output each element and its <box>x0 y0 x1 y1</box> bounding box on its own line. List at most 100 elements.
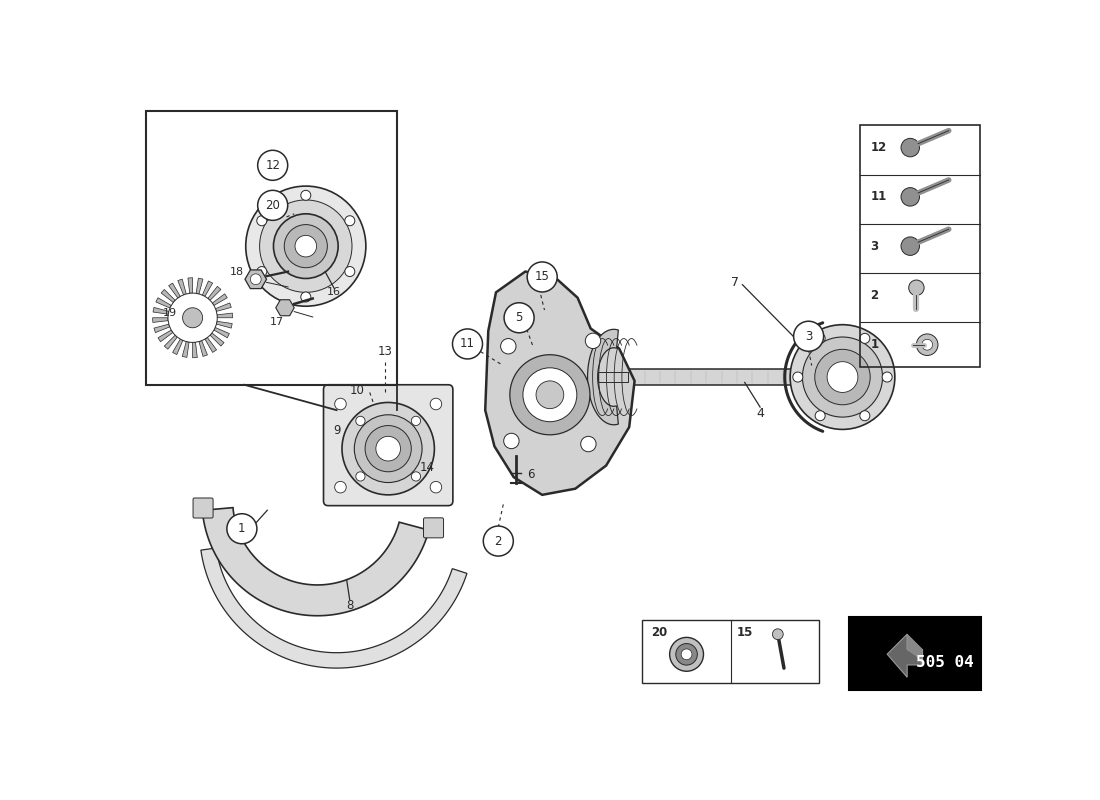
Bar <box>849 618 981 690</box>
Circle shape <box>256 216 267 226</box>
Circle shape <box>183 308 202 328</box>
Text: 1: 1 <box>870 338 878 351</box>
Polygon shape <box>183 342 189 358</box>
Circle shape <box>901 237 920 255</box>
Circle shape <box>790 325 894 430</box>
Circle shape <box>334 398 346 410</box>
Circle shape <box>882 372 892 382</box>
Circle shape <box>504 434 519 449</box>
Circle shape <box>334 482 346 493</box>
Polygon shape <box>212 294 228 306</box>
Polygon shape <box>210 333 224 346</box>
Polygon shape <box>208 286 221 300</box>
FancyBboxPatch shape <box>424 518 443 538</box>
Circle shape <box>452 329 483 359</box>
Circle shape <box>675 643 697 665</box>
Circle shape <box>527 262 558 292</box>
Circle shape <box>365 426 411 472</box>
Text: 16: 16 <box>328 287 341 298</box>
Polygon shape <box>216 303 231 311</box>
Circle shape <box>522 368 576 422</box>
Circle shape <box>300 190 311 200</box>
Circle shape <box>168 293 218 342</box>
Polygon shape <box>245 270 266 289</box>
Text: 14: 14 <box>419 461 435 474</box>
Polygon shape <box>908 634 923 665</box>
Text: 12: 12 <box>265 159 280 172</box>
Text: 11: 11 <box>460 338 475 350</box>
Text: 1: 1 <box>238 522 245 535</box>
Bar <box>860 126 979 367</box>
Text: 11: 11 <box>870 190 887 203</box>
Circle shape <box>901 188 920 206</box>
Circle shape <box>257 150 288 180</box>
Polygon shape <box>217 322 232 328</box>
Circle shape <box>860 334 870 343</box>
Circle shape <box>344 216 355 226</box>
Text: 12: 12 <box>870 141 887 154</box>
Circle shape <box>901 138 920 157</box>
Circle shape <box>681 649 692 660</box>
Circle shape <box>815 350 870 405</box>
Circle shape <box>274 214 338 278</box>
Circle shape <box>256 266 267 277</box>
Polygon shape <box>202 281 212 297</box>
Text: 3: 3 <box>870 240 878 253</box>
Text: 15: 15 <box>737 626 754 638</box>
Circle shape <box>585 333 601 349</box>
Polygon shape <box>199 341 208 357</box>
Text: 10: 10 <box>350 384 365 397</box>
Polygon shape <box>156 298 172 308</box>
Circle shape <box>670 638 704 671</box>
Circle shape <box>342 402 435 495</box>
Circle shape <box>411 416 420 426</box>
Circle shape <box>793 322 824 351</box>
Circle shape <box>376 436 400 461</box>
Circle shape <box>483 526 514 556</box>
Circle shape <box>284 225 328 268</box>
Text: 505 04: 505 04 <box>916 655 975 670</box>
Text: 5: 5 <box>516 311 522 324</box>
Polygon shape <box>164 335 177 350</box>
Circle shape <box>922 339 933 350</box>
Polygon shape <box>485 271 635 495</box>
Circle shape <box>245 186 366 306</box>
Circle shape <box>504 302 535 333</box>
Circle shape <box>793 372 803 382</box>
Circle shape <box>300 292 311 302</box>
Text: 3: 3 <box>805 330 812 342</box>
Text: 8: 8 <box>346 599 353 612</box>
Polygon shape <box>153 318 168 322</box>
Polygon shape <box>188 278 192 294</box>
Circle shape <box>802 337 882 417</box>
Circle shape <box>510 354 590 435</box>
Polygon shape <box>168 283 180 298</box>
Polygon shape <box>217 313 233 318</box>
Text: 7: 7 <box>730 276 739 289</box>
Circle shape <box>581 436 596 452</box>
FancyBboxPatch shape <box>192 498 213 518</box>
Circle shape <box>430 482 442 493</box>
Polygon shape <box>276 300 295 316</box>
Polygon shape <box>196 278 204 294</box>
Text: 2: 2 <box>495 534 502 547</box>
Bar <box>642 619 820 682</box>
Circle shape <box>536 381 564 409</box>
Text: 2: 2 <box>870 289 878 302</box>
Text: 20: 20 <box>651 626 668 638</box>
Text: 9: 9 <box>333 425 340 438</box>
Circle shape <box>772 629 783 640</box>
Circle shape <box>260 200 352 292</box>
Circle shape <box>500 338 516 354</box>
Circle shape <box>355 472 365 481</box>
FancyBboxPatch shape <box>323 385 453 506</box>
Polygon shape <box>162 290 175 302</box>
Circle shape <box>257 190 288 220</box>
Text: 19: 19 <box>163 308 177 318</box>
Circle shape <box>916 334 938 355</box>
Polygon shape <box>587 330 618 425</box>
Circle shape <box>227 514 257 544</box>
Circle shape <box>411 472 420 481</box>
Polygon shape <box>178 279 186 295</box>
Text: 18: 18 <box>230 266 244 277</box>
